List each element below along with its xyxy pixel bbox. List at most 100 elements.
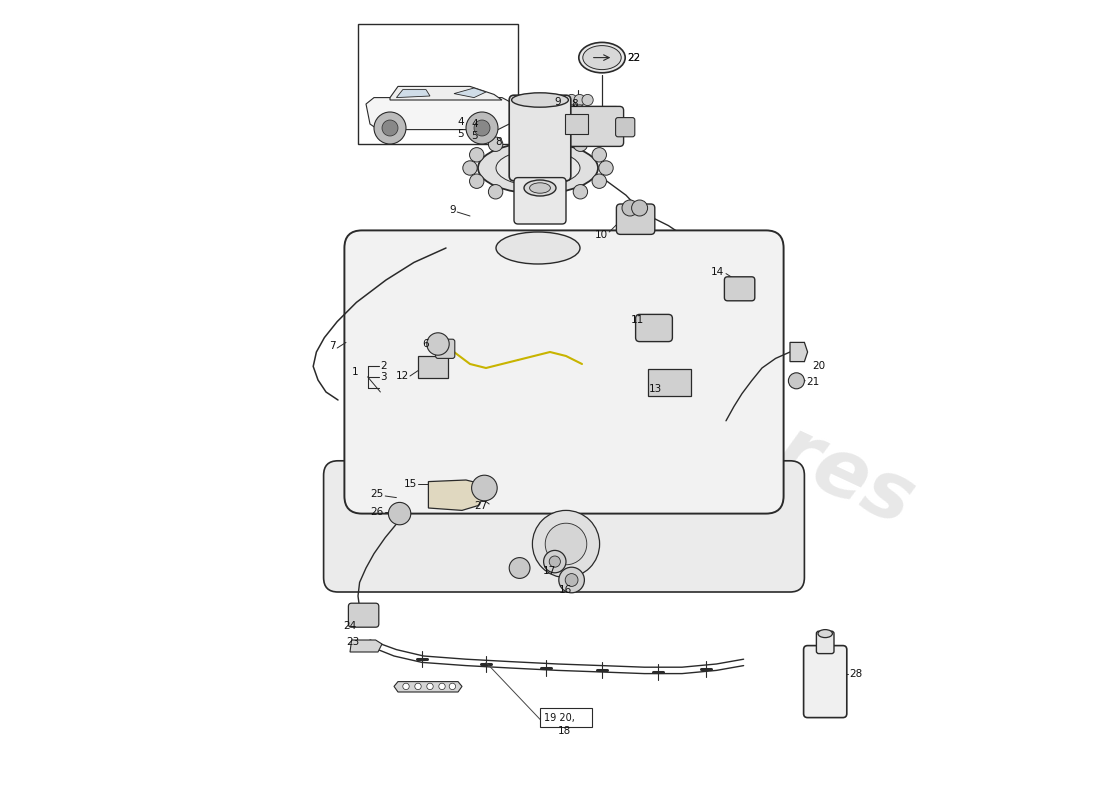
Circle shape xyxy=(488,137,503,151)
Circle shape xyxy=(543,550,566,573)
Circle shape xyxy=(549,556,560,567)
FancyBboxPatch shape xyxy=(636,314,672,342)
Polygon shape xyxy=(396,90,430,98)
Text: 4: 4 xyxy=(472,119,478,129)
Text: 22: 22 xyxy=(628,53,641,62)
Circle shape xyxy=(592,174,606,188)
Polygon shape xyxy=(394,682,462,692)
Circle shape xyxy=(598,161,613,175)
Circle shape xyxy=(546,131,560,146)
Text: 8: 8 xyxy=(572,99,579,109)
FancyBboxPatch shape xyxy=(565,114,587,134)
Circle shape xyxy=(532,510,600,578)
FancyBboxPatch shape xyxy=(509,95,571,181)
Text: 1: 1 xyxy=(351,367,358,377)
Text: 23: 23 xyxy=(346,637,360,646)
Circle shape xyxy=(573,137,587,151)
FancyBboxPatch shape xyxy=(804,646,847,718)
Text: 8: 8 xyxy=(495,138,502,147)
Ellipse shape xyxy=(529,182,550,194)
FancyBboxPatch shape xyxy=(344,230,783,514)
Text: 5: 5 xyxy=(456,130,463,139)
Circle shape xyxy=(474,120,490,136)
Ellipse shape xyxy=(478,142,598,194)
FancyBboxPatch shape xyxy=(436,339,454,358)
FancyBboxPatch shape xyxy=(323,461,804,592)
Ellipse shape xyxy=(524,180,556,196)
FancyBboxPatch shape xyxy=(349,603,378,627)
FancyBboxPatch shape xyxy=(616,118,635,137)
Polygon shape xyxy=(350,640,382,652)
Circle shape xyxy=(566,94,578,106)
Ellipse shape xyxy=(579,42,625,73)
Polygon shape xyxy=(366,98,514,130)
Circle shape xyxy=(573,185,587,199)
Text: 18: 18 xyxy=(558,726,571,736)
Text: 10: 10 xyxy=(594,230,607,240)
Text: 12: 12 xyxy=(396,371,409,381)
Circle shape xyxy=(566,105,578,116)
Circle shape xyxy=(463,161,477,175)
Text: 20: 20 xyxy=(813,362,825,371)
Text: 16: 16 xyxy=(559,586,572,595)
Circle shape xyxy=(516,190,530,205)
Polygon shape xyxy=(390,86,502,100)
Ellipse shape xyxy=(583,46,621,70)
Text: 5: 5 xyxy=(472,131,478,141)
Polygon shape xyxy=(790,342,807,362)
Circle shape xyxy=(546,523,586,565)
Circle shape xyxy=(466,112,498,144)
Circle shape xyxy=(427,333,449,355)
Bar xyxy=(358,24,518,144)
Polygon shape xyxy=(428,480,486,510)
Text: 9: 9 xyxy=(449,205,455,214)
Circle shape xyxy=(470,148,484,162)
Circle shape xyxy=(449,683,455,690)
Ellipse shape xyxy=(818,630,833,638)
Circle shape xyxy=(488,185,503,199)
FancyBboxPatch shape xyxy=(568,106,624,146)
Circle shape xyxy=(472,475,497,501)
Circle shape xyxy=(621,200,638,216)
Text: 24: 24 xyxy=(343,621,356,630)
FancyBboxPatch shape xyxy=(616,204,654,234)
Ellipse shape xyxy=(496,232,580,264)
Circle shape xyxy=(374,112,406,144)
Text: 26: 26 xyxy=(371,507,384,517)
Circle shape xyxy=(565,574,578,586)
Text: 3: 3 xyxy=(381,372,387,382)
Text: 9: 9 xyxy=(554,98,561,107)
Circle shape xyxy=(592,148,606,162)
Text: 2: 2 xyxy=(381,361,387,370)
Text: 19 20,: 19 20, xyxy=(543,713,574,722)
Text: 6: 6 xyxy=(421,339,428,349)
FancyBboxPatch shape xyxy=(418,356,449,378)
Text: 13: 13 xyxy=(649,384,662,394)
Circle shape xyxy=(382,120,398,136)
Text: 11: 11 xyxy=(631,315,645,325)
FancyBboxPatch shape xyxy=(514,178,566,224)
Text: 17: 17 xyxy=(543,566,557,576)
Circle shape xyxy=(574,94,585,106)
Text: a passion for parts since 1985: a passion for parts since 1985 xyxy=(499,420,793,572)
FancyBboxPatch shape xyxy=(725,277,755,301)
Circle shape xyxy=(789,373,804,389)
FancyBboxPatch shape xyxy=(816,631,834,654)
Circle shape xyxy=(559,567,584,593)
Text: 22: 22 xyxy=(628,53,641,62)
Circle shape xyxy=(546,190,560,205)
Circle shape xyxy=(427,683,433,690)
Circle shape xyxy=(574,105,585,116)
Text: 28: 28 xyxy=(849,669,862,678)
Text: euromotores: euromotores xyxy=(366,226,926,542)
Circle shape xyxy=(415,683,421,690)
Circle shape xyxy=(631,200,648,216)
Polygon shape xyxy=(454,88,486,98)
FancyBboxPatch shape xyxy=(648,369,691,396)
Circle shape xyxy=(403,683,409,690)
Circle shape xyxy=(582,94,593,106)
FancyBboxPatch shape xyxy=(540,708,592,727)
Text: 4: 4 xyxy=(456,117,463,126)
Circle shape xyxy=(439,683,446,690)
Text: 27: 27 xyxy=(474,501,487,510)
